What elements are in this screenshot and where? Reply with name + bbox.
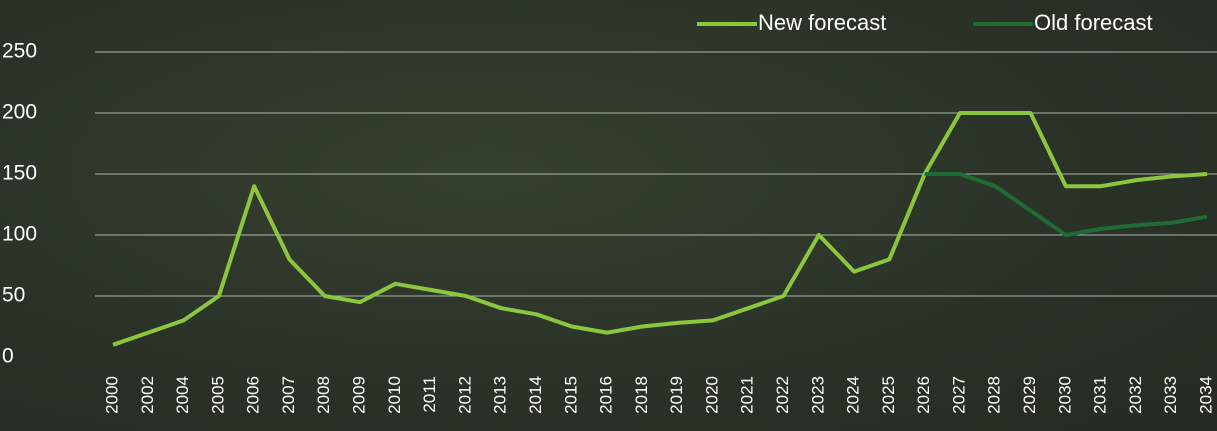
x-tick-label: 2034: [1196, 376, 1215, 414]
x-tick-label: 2024: [844, 376, 863, 414]
x-tick-label: 2023: [808, 376, 827, 414]
x-tick-label: 2025: [879, 376, 898, 414]
x-tick-label: 2032: [1126, 376, 1145, 414]
x-tick-label: 2010: [385, 376, 404, 414]
x-tick-label: 2031: [1091, 376, 1110, 414]
x-tick-label: 2018: [632, 376, 651, 414]
x-tick-label: 2011: [420, 376, 439, 413]
x-tick-label: 2030: [1055, 376, 1074, 414]
x-tick-label: 2007: [279, 376, 298, 414]
legend-label: New forecast: [758, 10, 886, 35]
x-tick-label: 2000: [102, 376, 121, 414]
x-tick-label: 2016: [597, 376, 616, 414]
x-tick-label: 2026: [914, 376, 933, 414]
y-tick-label: 200: [2, 101, 37, 124]
x-tick-label: 2019: [667, 376, 686, 414]
x-tick-label: 2015: [561, 376, 580, 414]
x-tick-label: 2014: [526, 376, 545, 414]
x-tick-label: 2027: [949, 376, 968, 414]
x-tick-label: 2021: [738, 376, 757, 414]
x-tick-label: 2013: [491, 376, 510, 414]
x-tick-label: 2002: [138, 376, 157, 414]
x-tick-label: 2012: [455, 376, 474, 414]
y-tick-label: 0: [2, 345, 14, 368]
x-tick-label: 2028: [985, 376, 1004, 414]
x-tick-label: 2004: [173, 376, 192, 414]
chart: 0 50 100 150 200 250 2000 2002 2004 2005 2006 2007 2…: [0, 0, 1217, 431]
y-tick-label: 50: [2, 284, 25, 307]
x-tick-label: 2022: [773, 376, 792, 414]
x-tick-label: 2020: [702, 376, 721, 414]
legend-label: Old forecast: [1034, 10, 1153, 35]
y-tick-label: 150: [2, 162, 37, 185]
y-tick-label: 100: [2, 223, 37, 246]
x-tick-label: 2009: [350, 376, 369, 414]
y-tick-label: 250: [2, 40, 37, 63]
series-line: [113, 113, 1207, 345]
x-tick-label: 2008: [314, 376, 333, 414]
x-tick-label: 2006: [244, 376, 263, 414]
x-tick-label: 2029: [1020, 376, 1039, 414]
x-tick-label: 2005: [208, 376, 227, 414]
x-tick-label: 2033: [1161, 376, 1180, 414]
